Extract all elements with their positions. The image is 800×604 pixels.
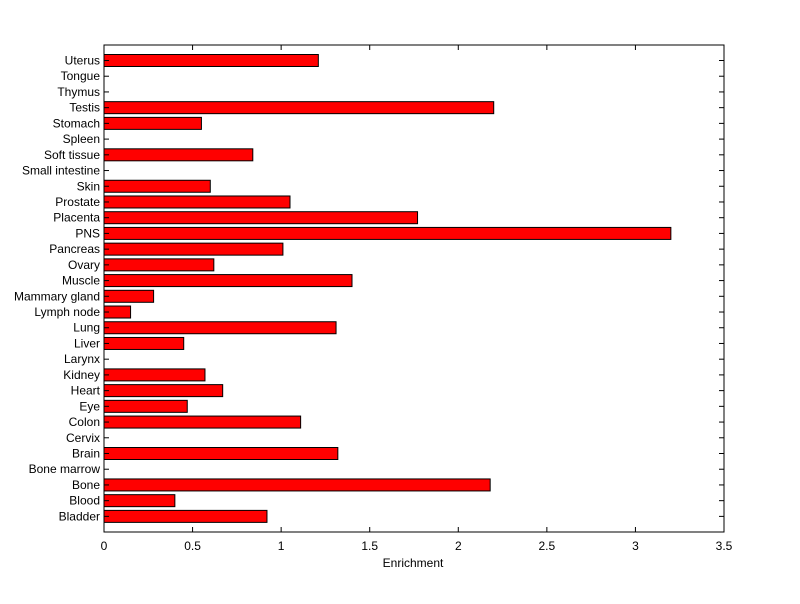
y-tick-label: Bone: [72, 478, 100, 492]
y-tick-label: Small intestine: [22, 164, 100, 178]
y-tick-label: PNS: [75, 226, 100, 240]
y-tick-label: Spleen: [63, 132, 100, 146]
ticks-layer: [103, 45, 725, 532]
y-tick-label: Bone marrow: [29, 462, 101, 476]
bar-stomach: [103, 116, 202, 130]
y-tick-label: Pancreas: [49, 242, 100, 256]
y-tick-label: Heart: [71, 384, 101, 398]
bar-placenta: [103, 211, 419, 225]
plot-frame: [103, 44, 725, 533]
y-tick-label: Larynx: [64, 352, 100, 366]
y-tick-label: Liver: [74, 336, 100, 350]
bar-muscle: [103, 274, 353, 288]
bar-heart: [103, 384, 224, 398]
y-tick-label: Eye: [79, 399, 100, 413]
y-tick-label: Blood: [69, 494, 100, 508]
x-tick-label: 2.5: [539, 539, 556, 553]
bar-testis: [103, 101, 495, 115]
y-tick-label: Brain: [72, 447, 100, 461]
bar-lung: [103, 321, 337, 335]
y-tick-label: Cervix: [66, 431, 100, 445]
x-tick-label: 3.5: [716, 539, 733, 553]
y-tick-label: Lung: [73, 321, 100, 335]
bar-brain: [103, 447, 339, 460]
y-tick-label: Tongue: [61, 69, 101, 83]
y-tick-label: Ovary: [68, 258, 100, 272]
bar-kidney: [103, 368, 206, 382]
y-tick-label: Skin: [77, 179, 100, 193]
x-axis-label: Enrichment: [383, 556, 444, 570]
x-tick-label: 1.5: [361, 539, 378, 553]
bar-ovary: [103, 258, 215, 272]
x-tick-label: 1: [278, 539, 285, 553]
y-tick-label: Placenta: [53, 211, 100, 225]
x-tick-label: 0.5: [184, 539, 201, 553]
y-tick-label: Kidney: [63, 368, 100, 382]
y-tick-label: Prostate: [55, 195, 100, 209]
y-tick-label: Muscle: [62, 274, 100, 288]
y-tick-label: Lymph node: [34, 305, 100, 319]
bar-uterus: [103, 54, 319, 67]
bar-eye: [103, 399, 188, 413]
bar-blood: [103, 494, 176, 508]
x-tick-label: 2: [455, 539, 462, 553]
y-tick-label: Bladder: [59, 509, 100, 523]
bar-pancreas: [103, 242, 284, 256]
bar-prostate: [103, 195, 291, 209]
x-tick-label: 0: [101, 539, 108, 553]
bar-bone: [103, 478, 491, 492]
bar-bladder: [103, 509, 268, 523]
y-tick-label: Stomach: [53, 116, 100, 130]
y-tick-label: Testis: [69, 101, 100, 115]
y-tick-label: Uterus: [65, 54, 100, 68]
bar-mammary-gland: [103, 289, 155, 303]
y-tick-label: Thymus: [57, 85, 100, 99]
bar-liver: [103, 336, 185, 350]
bar-colon: [103, 415, 302, 429]
y-tick-label: Colon: [69, 415, 100, 429]
bar-pns: [103, 226, 672, 240]
bar-skin: [103, 179, 211, 193]
bars-layer: [103, 54, 672, 523]
bar-soft-tissue: [103, 148, 254, 162]
y-tick-label: Mammary gland: [14, 289, 100, 303]
x-tick-label: 3: [632, 539, 639, 553]
y-tick-label: Soft tissue: [44, 148, 100, 162]
